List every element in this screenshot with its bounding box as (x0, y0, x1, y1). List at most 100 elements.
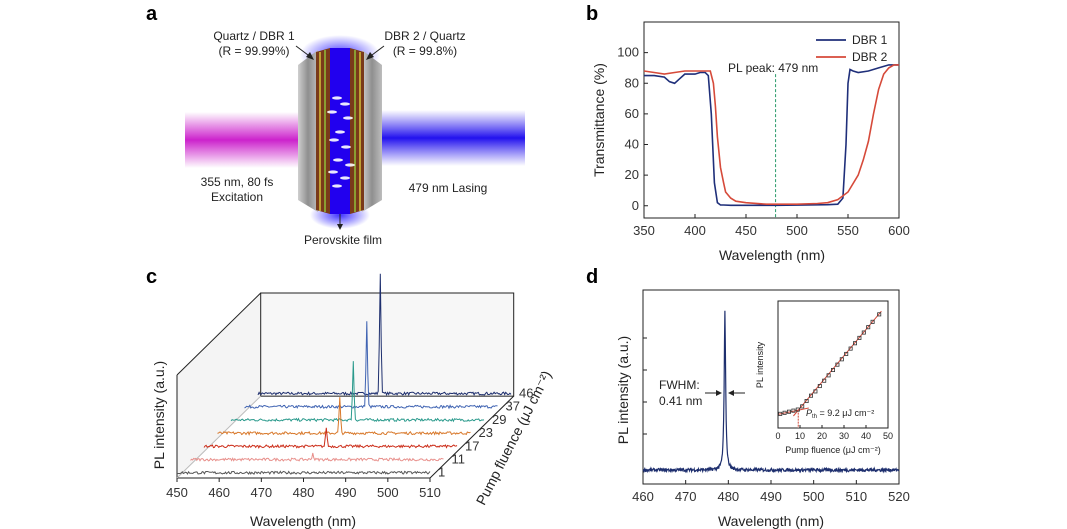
back-wall-left (177, 293, 261, 478)
x-tick-label: 520 (888, 489, 910, 504)
x-tick-label: 400 (684, 223, 706, 238)
inset-y-axis-label: PL intensity (755, 341, 765, 388)
panel-label-c: c (146, 266, 157, 288)
panel-d-lasing-spectrum: 460 470 480 490 500 510 520 FWHM: 0.41 nm Wave… (615, 289, 910, 529)
x-tick-label: 490 (760, 489, 782, 504)
emitter-spots (327, 96, 355, 188)
left-quartz-substrate (298, 50, 318, 212)
legend-label: DBR 2 (852, 50, 888, 64)
x-axis-label-c: Wavelength (nm) (250, 513, 356, 529)
right-mirror-arrowhead (366, 52, 374, 60)
x-tick-label: 470 (250, 485, 272, 500)
emitter-spot (332, 96, 342, 100)
spectrum-29 (230, 361, 485, 423)
series-b (643, 64, 899, 207)
axis-ticks-c: 450 460 470 480 490 500 510 (166, 478, 441, 500)
fluence-tick-label: 17 (465, 438, 479, 453)
emitter-spot (343, 116, 353, 120)
fluence-tick-label: 37 (506, 399, 520, 414)
inset-data-point (809, 393, 814, 398)
inset-data-point (877, 312, 882, 317)
inset-data-point (826, 373, 831, 378)
fwhm-arrowhead-right (728, 390, 734, 396)
inset-data-point (800, 404, 805, 409)
lasing-beam (360, 110, 525, 166)
inset-data-point (844, 351, 849, 356)
inset-axis-ticks: 0 10 20 30 40 50 (775, 425, 893, 441)
emitter-spot (333, 158, 343, 162)
threshold-subscript: th (812, 414, 817, 420)
emitter-spot (345, 163, 355, 167)
box-edge (176, 292, 262, 376)
inset-x-tick-label: 30 (839, 431, 849, 441)
inset-data-point (835, 362, 840, 367)
inset-data-point (822, 378, 827, 383)
y-tick-label: 0 (632, 198, 639, 213)
series-d (642, 310, 900, 474)
y-tick-label: 100 (617, 45, 639, 60)
pl-peak-label: PL peak: 479 nm (728, 61, 818, 75)
inset-data-point (782, 410, 787, 415)
fluence-tick-label: 23 (479, 425, 493, 440)
y-tick-label: 20 (625, 167, 639, 182)
dbr-1-stack (316, 48, 330, 214)
x-tick-label: 510 (419, 485, 441, 500)
panel-label-a: a (146, 3, 158, 25)
x-tick-label: 550 (837, 223, 859, 238)
panel-label-d: d (586, 266, 598, 288)
emitter-spot (327, 110, 337, 114)
x-tick-label: 480 (717, 489, 739, 504)
threshold-value: = 9.2 μJ cm⁻² (817, 408, 874, 418)
emitter-spot (340, 102, 350, 106)
y-axis-label-b: Transmittance (%) (591, 63, 607, 177)
inset-x-axis-label: Pump fluence (μJ cm⁻²) (785, 445, 880, 455)
x-tick-label: 450 (166, 485, 188, 500)
inset-data-point (831, 367, 836, 372)
inset-x-tick-label: 40 (861, 431, 871, 441)
x-tick-label: 460 (632, 489, 654, 504)
fluence-tick-label: 1 (438, 465, 445, 480)
emitter-spot (335, 130, 345, 134)
right-quartz-substrate (362, 50, 382, 212)
emitter-spot (341, 145, 351, 149)
x-tick-label: 480 (293, 485, 315, 500)
fwhm-label-2: 0.41 nm (659, 394, 702, 408)
x-tick-label: 500 (377, 485, 399, 500)
inset-x-tick-label: 10 (795, 431, 805, 441)
inset-frame (777, 300, 889, 429)
x-axis-label-b: Wavelength (nm) (719, 247, 825, 263)
spectrum-1 (176, 470, 431, 475)
spectrum-23 (217, 397, 471, 436)
emitter-spot (340, 176, 350, 180)
box-edge (176, 395, 262, 479)
excitation-label-2: Excitation (211, 190, 263, 204)
fluence-tick-label: 46 (519, 386, 533, 401)
inset-data-point (839, 357, 844, 362)
inset-data-point (795, 407, 800, 412)
inset-data-point (791, 408, 796, 413)
pump-beam (185, 112, 315, 168)
left-mirror-arrowhead (306, 52, 314, 60)
inset-data-point (870, 319, 875, 324)
box-edge (429, 395, 515, 479)
axis-ticks-b: 350 400 450 500 550 600 0 20 40 60 80 100 (617, 45, 910, 238)
back-wall (260, 292, 515, 397)
fwhm-arrowhead-left (716, 390, 722, 396)
spectrum-17 (203, 427, 458, 449)
panel-a-schematic: Quartz / DBR 1 (R = 99.99%) DBR 2 / Quar… (185, 29, 525, 247)
y-axis-label-c: PL intensity (a.u.) (151, 361, 167, 469)
y-axis-label-d: PL intensity (a.u.) (615, 336, 631, 444)
axis-ticks-d: 460 470 480 490 500 510 520 (632, 337, 910, 504)
x-tick-label: 450 (735, 223, 757, 238)
left-mirror-reflectance: (R = 99.99%) (218, 44, 289, 58)
x-tick-label: 500 (803, 489, 825, 504)
fluence-tick-label: 29 (492, 412, 506, 427)
inset-data-point (861, 330, 866, 335)
spectrum-46 (257, 273, 512, 397)
series-line-dbr-2 (643, 64, 899, 205)
plot-box-c (176, 292, 515, 479)
panel-label-b: b (586, 3, 598, 25)
